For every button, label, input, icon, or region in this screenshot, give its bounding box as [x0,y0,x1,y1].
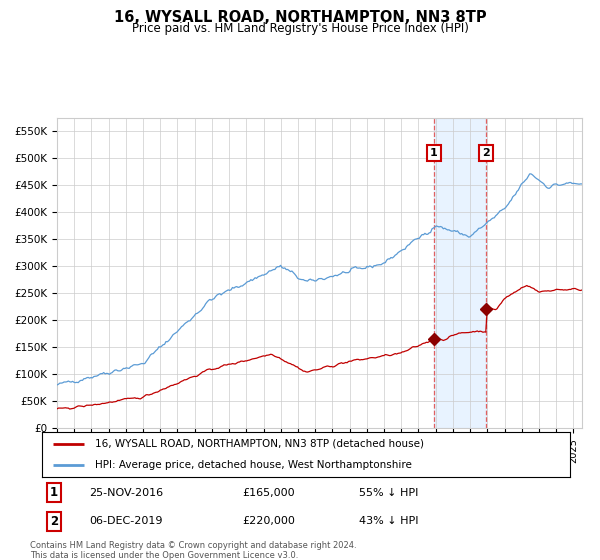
Text: 43% ↓ HPI: 43% ↓ HPI [359,516,418,526]
Text: 16, WYSALL ROAD, NORTHAMPTON, NN3 8TP: 16, WYSALL ROAD, NORTHAMPTON, NN3 8TP [113,10,487,25]
Text: Price paid vs. HM Land Registry's House Price Index (HPI): Price paid vs. HM Land Registry's House … [131,22,469,35]
Text: Contains HM Land Registry data © Crown copyright and database right 2024.
This d: Contains HM Land Registry data © Crown c… [30,541,356,560]
Text: £220,000: £220,000 [242,516,296,526]
Text: 06-DEC-2019: 06-DEC-2019 [89,516,163,526]
Text: 25-NOV-2016: 25-NOV-2016 [89,488,164,498]
Text: 1: 1 [50,486,58,499]
Text: 1: 1 [430,148,438,158]
Text: 2: 2 [482,148,490,158]
Bar [434,118,486,428]
Text: 16, WYSALL ROAD, NORTHAMPTON, NN3 8TP (detached house): 16, WYSALL ROAD, NORTHAMPTON, NN3 8TP (d… [95,439,424,449]
Text: 2: 2 [50,515,58,528]
Text: 55% ↓ HPI: 55% ↓ HPI [359,488,418,498]
Text: £165,000: £165,000 [242,488,295,498]
Text: HPI: Average price, detached house, West Northamptonshire: HPI: Average price, detached house, West… [95,460,412,470]
